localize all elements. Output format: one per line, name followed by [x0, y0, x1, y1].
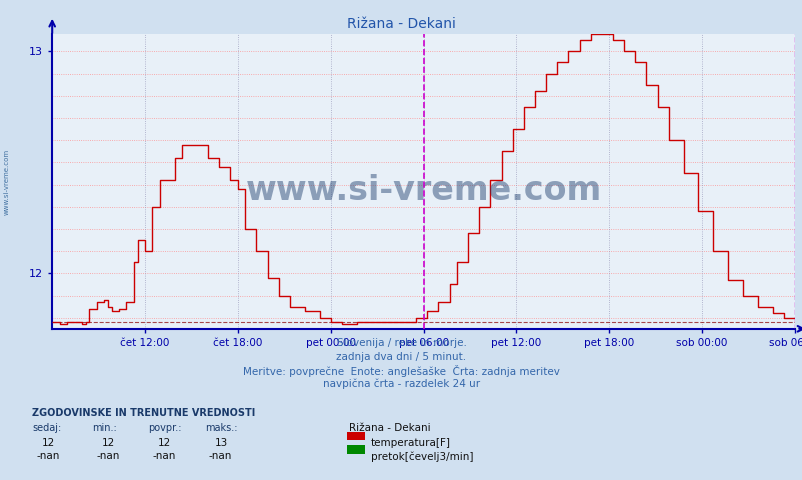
Text: Slovenija / reke in morje.: Slovenija / reke in morje.: [336, 338, 466, 348]
Text: temperatura[F]: temperatura[F]: [371, 438, 451, 448]
Text: 12: 12: [158, 438, 172, 448]
Text: sedaj:: sedaj:: [32, 423, 61, 433]
Text: Rižana - Dekani: Rižana - Dekani: [346, 17, 456, 31]
Text: 12: 12: [42, 438, 55, 448]
Text: www.si-vreme.com: www.si-vreme.com: [3, 149, 10, 216]
Text: -nan: -nan: [152, 451, 176, 461]
Text: navpična črta - razdelek 24 ur: navpična črta - razdelek 24 ur: [322, 379, 480, 389]
Text: Meritve: povprečne  Enote: anglešaške  Črta: zadnja meritev: Meritve: povprečne Enote: anglešaške Črt…: [243, 365, 559, 377]
Text: maks.:: maks.:: [205, 423, 237, 433]
Text: Rižana - Dekani: Rižana - Dekani: [349, 423, 431, 433]
Text: -nan: -nan: [209, 451, 232, 461]
Text: min.:: min.:: [92, 423, 117, 433]
Text: zadnja dva dni / 5 minut.: zadnja dva dni / 5 minut.: [336, 352, 466, 362]
Text: ZGODOVINSKE IN TRENUTNE VREDNOSTI: ZGODOVINSKE IN TRENUTNE VREDNOSTI: [32, 408, 255, 418]
Text: 13: 13: [214, 438, 228, 448]
Text: -nan: -nan: [36, 451, 59, 461]
Text: www.si-vreme.com: www.si-vreme.com: [245, 174, 601, 206]
Text: -nan: -nan: [96, 451, 119, 461]
Text: 12: 12: [102, 438, 115, 448]
Text: pretok[čevelj3/min]: pretok[čevelj3/min]: [371, 451, 473, 462]
Text: povpr.:: povpr.:: [148, 423, 182, 433]
